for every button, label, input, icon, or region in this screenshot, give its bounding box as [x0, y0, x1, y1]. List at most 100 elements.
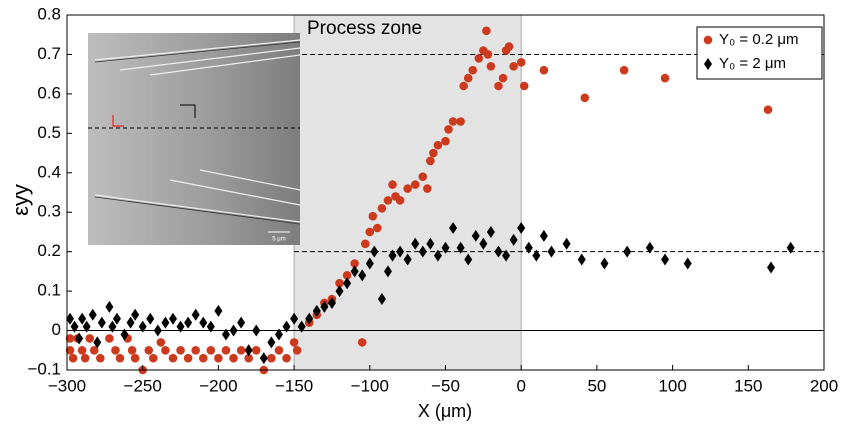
point — [312, 304, 321, 317]
point — [383, 196, 393, 205]
point — [78, 312, 87, 325]
point — [274, 328, 283, 341]
point — [221, 328, 230, 341]
point — [456, 241, 465, 254]
point — [360, 239, 370, 249]
point — [108, 320, 117, 333]
point — [153, 324, 162, 337]
point — [410, 180, 420, 189]
point — [75, 332, 84, 345]
point — [282, 353, 291, 363]
point — [198, 353, 208, 363]
point — [191, 345, 200, 355]
point — [146, 312, 155, 325]
point — [365, 227, 375, 237]
point — [274, 345, 284, 355]
point — [161, 316, 170, 329]
point — [168, 353, 178, 363]
point — [486, 225, 495, 238]
point — [96, 353, 105, 363]
point — [486, 61, 496, 71]
point — [335, 278, 344, 288]
point — [148, 353, 158, 363]
point — [645, 241, 654, 254]
point — [396, 245, 405, 258]
legend-box — [696, 26, 823, 80]
point — [482, 26, 491, 36]
x-tick-label: 150 — [734, 376, 762, 395]
x-axis-label: X (μm) — [418, 401, 472, 421]
point — [357, 338, 367, 347]
point — [683, 257, 692, 270]
point — [156, 338, 166, 347]
point — [498, 73, 508, 83]
y-tick-label: 0.3 — [37, 202, 61, 221]
point — [433, 249, 442, 262]
point — [144, 345, 154, 355]
point — [115, 353, 125, 363]
point — [411, 237, 420, 250]
x-tick-label: −100 — [351, 376, 389, 395]
point — [577, 253, 586, 266]
point — [126, 316, 135, 329]
point — [358, 269, 367, 282]
point — [464, 253, 473, 266]
point — [350, 259, 359, 268]
point — [494, 81, 503, 91]
point — [244, 353, 253, 363]
point — [221, 345, 231, 355]
x-tick-label: 0 — [516, 376, 525, 395]
point — [444, 125, 453, 134]
point — [441, 136, 450, 146]
point — [161, 345, 170, 355]
x-tick-label: −50 — [431, 376, 460, 395]
point — [206, 345, 216, 355]
point — [97, 316, 106, 329]
point — [660, 73, 670, 83]
point — [138, 320, 147, 333]
point — [418, 245, 427, 258]
point — [441, 241, 450, 254]
point — [494, 245, 503, 258]
annotation: Process zone — [307, 18, 422, 39]
point — [66, 312, 75, 325]
point — [704, 58, 712, 70]
x-tick-label: −250 — [124, 376, 162, 395]
point — [214, 353, 223, 363]
point — [448, 117, 458, 126]
point — [532, 249, 541, 262]
y-tick-label: 0.1 — [37, 281, 61, 300]
point — [426, 237, 435, 250]
point — [89, 345, 99, 355]
point — [168, 312, 177, 325]
inset-image: 5 μm — [88, 33, 301, 245]
point — [65, 334, 75, 343]
point — [131, 308, 140, 321]
point — [88, 308, 97, 321]
point — [580, 93, 590, 103]
point — [502, 249, 511, 262]
point — [524, 241, 533, 254]
point — [176, 320, 185, 333]
y-tick-label: 0 — [52, 320, 61, 339]
point — [305, 312, 314, 325]
point — [289, 338, 299, 347]
point — [252, 324, 261, 337]
y-tick-label: 0.5 — [37, 123, 61, 142]
point — [539, 65, 549, 75]
point — [433, 140, 443, 150]
point — [297, 320, 306, 333]
point — [127, 345, 137, 355]
point — [244, 344, 253, 357]
inset-marker-black — [180, 104, 196, 118]
point — [112, 312, 121, 325]
point — [93, 336, 102, 349]
point — [539, 229, 548, 242]
point — [623, 245, 632, 258]
point — [70, 320, 79, 333]
legend-label: Y₀ = 2 μm — [719, 55, 786, 72]
point — [763, 105, 773, 114]
point — [619, 65, 629, 75]
point — [111, 345, 120, 355]
